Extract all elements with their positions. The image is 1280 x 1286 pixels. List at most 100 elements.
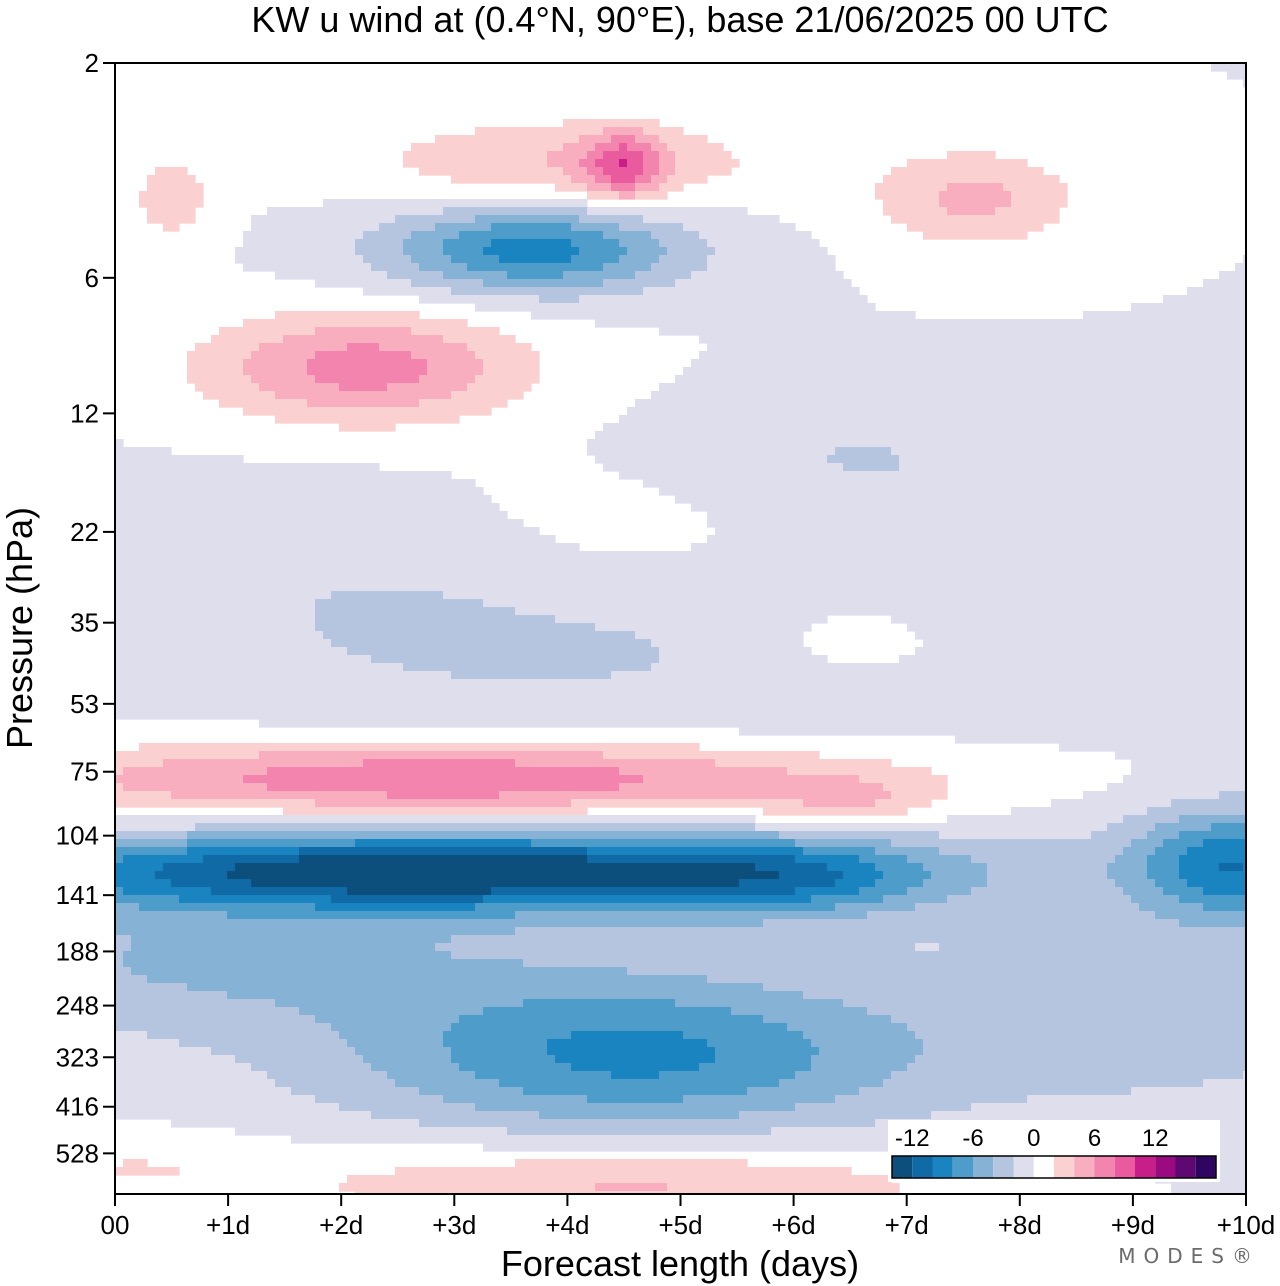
field-cell bbox=[875, 503, 884, 512]
field-cell bbox=[1139, 415, 1148, 424]
field-cell bbox=[579, 551, 588, 560]
field-cell bbox=[467, 247, 476, 256]
field-cell bbox=[1235, 431, 1244, 440]
field-cell bbox=[779, 287, 788, 296]
field-cell bbox=[579, 231, 588, 240]
field-cell bbox=[779, 351, 788, 360]
field-cell bbox=[835, 311, 844, 320]
field-cell bbox=[299, 399, 308, 408]
field-cell bbox=[731, 287, 740, 296]
field-cell bbox=[683, 143, 692, 152]
field-cell bbox=[387, 263, 396, 272]
field-cell bbox=[379, 199, 388, 208]
field-cell bbox=[1171, 463, 1180, 472]
field-cell bbox=[635, 239, 644, 248]
field-cell bbox=[1099, 455, 1108, 464]
field-cell bbox=[723, 543, 732, 552]
field-cell bbox=[403, 551, 412, 560]
field-cell bbox=[1139, 311, 1148, 320]
field-cell bbox=[987, 407, 996, 416]
field-cell bbox=[683, 311, 692, 320]
field-cell bbox=[883, 479, 892, 488]
field-cell bbox=[611, 263, 620, 272]
field-cell bbox=[1179, 351, 1188, 360]
field-cell bbox=[1043, 415, 1052, 424]
field-cell bbox=[779, 463, 788, 472]
field-cell bbox=[347, 551, 356, 560]
field-cell bbox=[1203, 535, 1212, 544]
field-cell bbox=[731, 471, 740, 480]
field-cell bbox=[187, 551, 196, 560]
field-cell bbox=[235, 375, 244, 384]
field-cell bbox=[643, 175, 652, 184]
field-cell bbox=[1011, 159, 1020, 168]
field-cell bbox=[1219, 351, 1228, 360]
field-cell bbox=[179, 463, 188, 472]
field-cell bbox=[587, 167, 596, 176]
field-cell bbox=[875, 487, 884, 496]
field-cell bbox=[539, 151, 548, 160]
field-cell bbox=[675, 295, 684, 304]
field-cell bbox=[123, 487, 132, 496]
field-cell bbox=[451, 343, 460, 352]
field-cell bbox=[387, 519, 396, 528]
field-cell bbox=[587, 151, 596, 160]
field-cell bbox=[299, 223, 308, 232]
field-cell bbox=[691, 255, 700, 264]
field-cell bbox=[707, 447, 716, 456]
field-cell bbox=[339, 215, 348, 224]
field-cell bbox=[555, 551, 564, 560]
field-cell bbox=[763, 415, 772, 424]
field-cell bbox=[1107, 351, 1116, 360]
field-cell bbox=[267, 247, 276, 256]
field-cell bbox=[227, 399, 236, 408]
field-cell bbox=[435, 495, 444, 504]
field-cell bbox=[1163, 479, 1172, 488]
field-cell bbox=[635, 231, 644, 240]
field-cell bbox=[179, 175, 188, 184]
field-cell bbox=[947, 215, 956, 224]
field-cell bbox=[947, 159, 956, 168]
field-cell bbox=[651, 455, 660, 464]
field-cell bbox=[627, 215, 636, 224]
field-cell bbox=[179, 191, 188, 200]
field-cell bbox=[699, 271, 708, 280]
field-cell bbox=[971, 455, 980, 464]
field-cell bbox=[707, 375, 716, 384]
field-cell bbox=[595, 303, 604, 312]
field-cell bbox=[1003, 415, 1012, 424]
field-cell bbox=[1051, 375, 1060, 384]
field-cell bbox=[1243, 279, 1246, 288]
field-cell bbox=[459, 263, 468, 272]
field-cell bbox=[675, 471, 684, 480]
field-cell bbox=[347, 543, 356, 552]
field-cell bbox=[619, 191, 628, 200]
field-cell bbox=[779, 511, 788, 520]
field-cell bbox=[1067, 351, 1076, 360]
field-cell bbox=[699, 287, 708, 296]
field-cell bbox=[819, 479, 828, 488]
field-cell bbox=[963, 431, 972, 440]
field-cell bbox=[883, 191, 892, 200]
field-cell bbox=[491, 247, 500, 256]
field-cell bbox=[707, 407, 716, 416]
field-cell bbox=[931, 319, 940, 328]
field-cell bbox=[795, 479, 804, 488]
field-cell bbox=[459, 383, 468, 392]
field-cell bbox=[283, 247, 292, 256]
field-cell bbox=[1115, 351, 1124, 360]
field-cell bbox=[1179, 519, 1188, 528]
field-cell bbox=[811, 423, 820, 432]
field-cell bbox=[1195, 463, 1204, 472]
field-cell bbox=[771, 335, 780, 344]
field-cell bbox=[475, 351, 484, 360]
field-cell bbox=[243, 559, 252, 568]
field-cell bbox=[259, 543, 268, 552]
field-cell bbox=[803, 255, 812, 264]
field-cell bbox=[699, 151, 708, 160]
field-cell bbox=[787, 487, 796, 496]
field-cell bbox=[883, 383, 892, 392]
field-cell bbox=[339, 247, 348, 256]
field-cell bbox=[563, 295, 572, 304]
field-cell bbox=[419, 487, 428, 496]
